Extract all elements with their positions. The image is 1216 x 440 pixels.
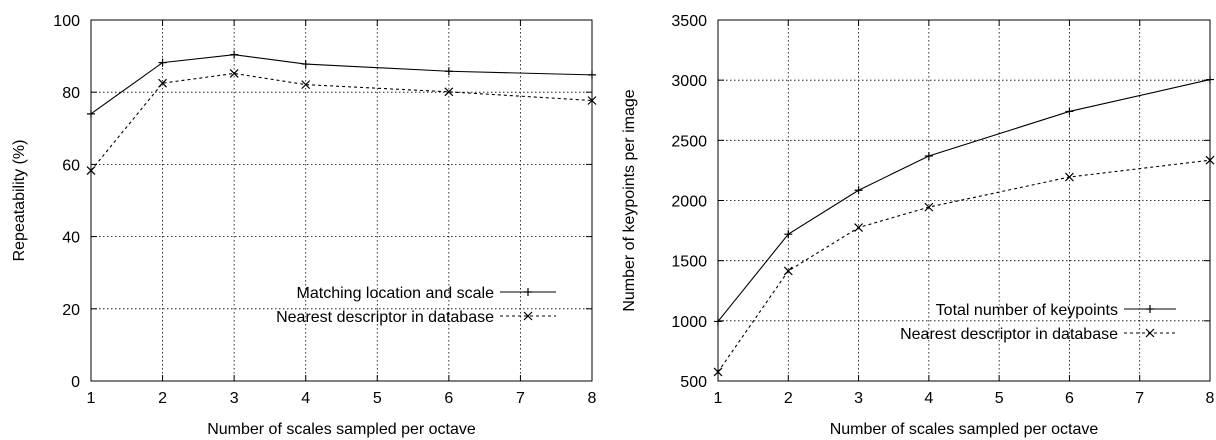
y-tick-label: 3000	[671, 73, 707, 90]
y-tick-label: 40	[62, 230, 80, 247]
x-tick-label: 6	[1065, 390, 1074, 407]
data-point-series-1	[301, 60, 310, 69]
x-tick-label: 8	[588, 390, 597, 407]
y-tick-label: 1500	[671, 254, 707, 271]
series-line-1	[717, 79, 1211, 322]
data-point-series-1	[444, 67, 453, 76]
x-tick-label: 7	[516, 390, 525, 407]
data-point-series-2	[854, 223, 863, 232]
y-tick-label: 60	[62, 157, 80, 174]
x-tick-label: 4	[924, 390, 933, 407]
keypoints-chart: 1 2 3 4 5 6 7 8 500 1000 1500 2000 2500 3000 3500 Numbe…	[621, 13, 1215, 438]
legend-label: Total number of keypoints	[936, 302, 1118, 319]
data-point-series-1	[588, 70, 596, 79]
x-tick-label: 2	[784, 390, 793, 407]
data-point-series-2	[301, 80, 311, 90]
data-point-series-2	[86, 166, 96, 175]
x-tick-label: 3	[230, 390, 239, 407]
data-point-series-1	[784, 230, 793, 239]
x-tick-label: 4	[301, 390, 310, 407]
y-axis-label: Number of keypoints per image	[621, 89, 638, 311]
y-tick-label: 0	[71, 374, 80, 391]
legend-label: Matching location and scale	[297, 285, 495, 302]
x-axis-label: Number of scales sampled per octave	[207, 421, 476, 438]
data-point-series-2	[587, 96, 597, 105]
data-point-series-1	[230, 50, 239, 59]
plot-frame	[90, 19, 593, 382]
y-axis-label: Repeatability (%)	[11, 140, 28, 262]
series-line-1	[90, 54, 593, 115]
x-tick-label: 8	[1206, 390, 1215, 407]
legend-marker	[523, 311, 533, 321]
data-point-series-2	[924, 202, 934, 212]
series-line-2	[717, 159, 1211, 373]
x-tick-label: 6	[444, 390, 453, 407]
x-tick-label: 1	[714, 390, 723, 407]
y-tick-label: 500	[680, 374, 707, 391]
y-tick-label: 100	[53, 13, 80, 30]
y-tick-label: 20	[62, 302, 80, 319]
y-tick-label: 2000	[671, 194, 707, 211]
x-tick-label: 5	[995, 390, 1004, 407]
legend-marker	[1146, 305, 1154, 313]
y-tick-label: 2500	[671, 133, 707, 150]
legend-label: Nearest descriptor in database	[276, 309, 494, 326]
data-point-series-2	[158, 78, 167, 88]
data-point-series-2	[1065, 172, 1074, 182]
x-tick-label: 3	[854, 390, 863, 407]
data-point-series-2	[1205, 155, 1215, 165]
x-tick-label: 7	[1135, 390, 1144, 407]
x-tick-label: 5	[373, 390, 382, 407]
x-tick-label: 1	[87, 390, 96, 407]
data-point-series-1	[924, 151, 933, 160]
legend-marker	[524, 288, 532, 296]
legend-marker	[1145, 328, 1155, 338]
data-point-series-1	[87, 109, 95, 118]
y-tick-label: 3500	[671, 13, 707, 30]
data-point-series-1	[1065, 107, 1074, 116]
series-line-2	[90, 72, 593, 171]
x-tick-label: 2	[158, 390, 167, 407]
data-point-series-1	[714, 317, 722, 326]
data-point-series-2	[444, 87, 454, 97]
data-point-series-2	[713, 367, 723, 377]
data-point-series-1	[854, 186, 863, 195]
data-point-series-1	[158, 58, 167, 67]
data-point-series-2	[783, 266, 793, 276]
data-point-series-1	[1206, 75, 1214, 84]
y-tick-label: 80	[62, 85, 80, 102]
legend-label: Nearest descriptor in database	[900, 326, 1118, 343]
y-tick-label: 1000	[671, 314, 707, 331]
x-axis-label: Number of scales sampled per octave	[830, 421, 1099, 438]
data-point-series-2	[229, 69, 239, 78]
